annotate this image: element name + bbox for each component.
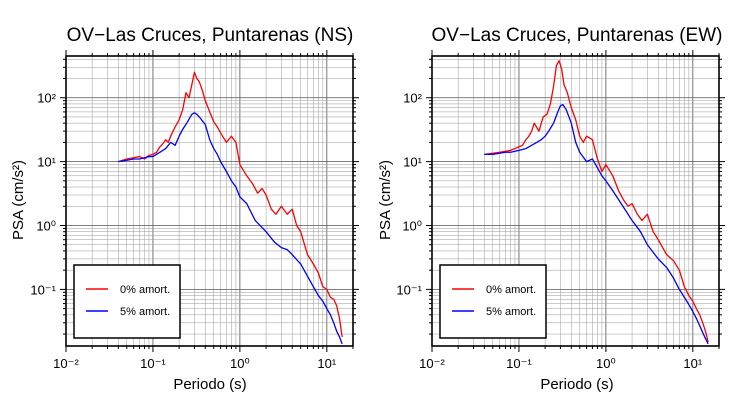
y-tick-label: 10⁻¹ [396, 282, 422, 297]
chart-title: OV−Las Cruces, Puntarenas (NS) [67, 25, 354, 46]
y-tick-label: 10¹ [403, 155, 422, 170]
series-line-damping-5 [484, 103, 709, 345]
plot-area: 10⁻² 10⁻¹ 10⁰ 10¹ 10⁻¹ 10⁰ 10¹ 10² 0% amort. 5% a… [30, 50, 359, 371]
x-tick-label: 10⁻² [53, 356, 79, 371]
legend: 0% amort. 5% amort. [73, 264, 181, 339]
x-tick-label: 10⁻¹ [140, 356, 166, 371]
x-tick-label: 10⁰ [596, 356, 616, 371]
series-group [118, 71, 343, 345]
legend-label: 5% amort. [486, 306, 536, 318]
y-tick-label: 10⁰ [402, 219, 422, 234]
series-line-damping-0 [484, 60, 709, 343]
y-tick-label: 10¹ [37, 155, 56, 170]
grid [431, 56, 720, 346]
series-group [484, 60, 709, 345]
legend-label: 0% amort. [120, 284, 170, 296]
x-tick-label: 10¹ [683, 356, 702, 371]
y-tick-label: 10² [403, 91, 422, 106]
y-axis-label: PSA (cm/s²) [10, 160, 27, 240]
y-tick-label: 10⁰ [36, 219, 56, 234]
legend-box [439, 264, 547, 339]
x-tick-label: 10⁰ [230, 356, 250, 371]
plot-area: 10⁻² 10⁻¹ 10⁰ 10¹ 10⁻¹ 10⁰ 10¹ 10² 0% amort. 5% a… [396, 50, 725, 371]
x-tick-label: 10⁻² [419, 356, 445, 371]
y-tick-label: 10² [37, 91, 56, 106]
chart-ew: OV−Las Cruces, Puntarenas (EW) PSA (cm/s… [377, 25, 725, 393]
plot-frame [65, 55, 354, 347]
chart-ns: OV−Las Cruces, Puntarenas (NS) PSA (cm/s… [10, 25, 359, 393]
x-tick-label: 10⁻¹ [506, 356, 532, 371]
legend-box [73, 264, 181, 339]
x-tick-label: 10¹ [317, 356, 336, 371]
y-tick-label: 10⁻¹ [30, 282, 56, 297]
legend-label: 0% amort. [486, 284, 536, 296]
x-axis-label: Periodo (s) [173, 376, 246, 393]
chart-title: OV−Las Cruces, Puntarenas (EW) [432, 25, 723, 46]
legend-label: 5% amort. [120, 306, 170, 318]
x-axis-label: Periodo (s) [540, 376, 613, 393]
legend: 0% amort. 5% amort. [439, 264, 547, 339]
grid [65, 56, 354, 346]
y-axis-label: PSA (cm/s²) [377, 160, 394, 240]
series-line-damping-0 [118, 71, 343, 338]
plot-frame [431, 55, 720, 347]
series-line-damping-5 [118, 112, 343, 345]
